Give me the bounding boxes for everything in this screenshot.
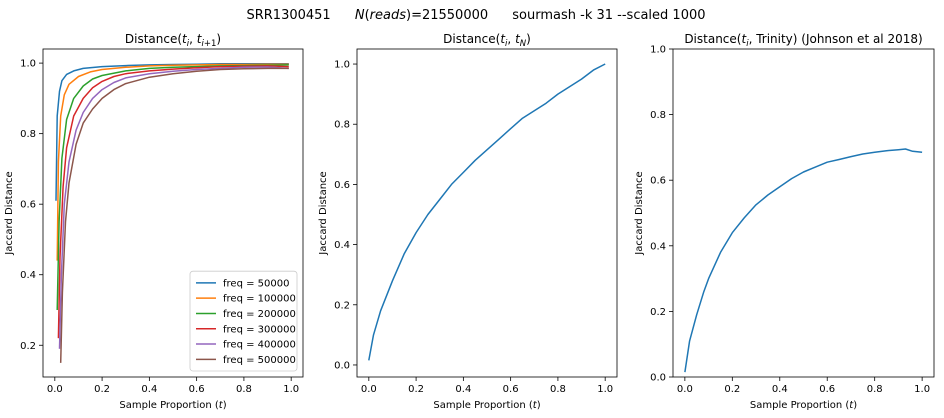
legend-entry: freq = 100000 [223, 294, 296, 305]
series-line-0 [55, 63, 289, 201]
y-tick-label: 0.6 [650, 176, 666, 187]
x-tick-label: 1.0 [283, 384, 299, 395]
y-tick-label: 0.4 [20, 270, 36, 281]
x-tick-label: 0.4 [141, 384, 157, 395]
x-tick-label: 0.8 [236, 384, 252, 395]
y-tick-label: 0.6 [334, 180, 350, 191]
series-line-0 [684, 148, 923, 373]
axes-frame [672, 48, 935, 378]
x-tick-label: 1.0 [597, 384, 613, 395]
x-tick-label: 0.4 [455, 384, 471, 395]
axes-frame [356, 48, 618, 378]
suptitle-nreads: N(reads)=21550000 [355, 8, 488, 23]
y-tick-label: 0.4 [334, 240, 350, 251]
panel-title: Distance(ti, tN) [443, 32, 531, 49]
x-tick-label: 0.2 [724, 384, 740, 395]
x-tick-label: 0.4 [772, 384, 788, 395]
x-tick-label: 0.0 [47, 384, 63, 395]
y-tick-label: 1.0 [20, 59, 36, 70]
series-line-0 [368, 63, 606, 361]
y-axis-label: Jaccard Distance [634, 171, 645, 255]
y-tick-label: 0.8 [334, 120, 350, 131]
x-tick-label: 0.6 [819, 384, 835, 395]
x-tick-label: 0.6 [189, 384, 205, 395]
legend-entry: freq = 50000 [223, 278, 289, 289]
y-tick-label: 1.0 [334, 60, 350, 71]
series-line-1 [56, 63, 289, 261]
legend: freq = 50000 freq = 100000 freq = 200000 fr… [189, 270, 298, 372]
panel-final-distance: Distance(ti, tN) 0.0 0.2 0.4 0.6 0.8 1.0 0.0 0.2… [318, 32, 618, 411]
series-line-4 [58, 66, 289, 349]
legend-entry: freq = 500000 [223, 355, 296, 366]
x-tick-label: 0.2 [94, 384, 110, 395]
x-tick-label: 0.0 [677, 384, 693, 395]
x-tick-label: 0.8 [550, 384, 566, 395]
y-tick-label: 0.6 [20, 200, 36, 211]
y-tick-label: 0.0 [650, 373, 666, 384]
legend-entry: freq = 200000 [223, 309, 296, 320]
x-tick-label: 0.0 [361, 384, 377, 395]
legend-box [189, 270, 298, 372]
x-tick-label: 0.6 [503, 384, 519, 395]
series-line-5 [59, 67, 289, 363]
legend-entry: freq = 400000 [223, 340, 296, 351]
y-axis-label: Jaccard Distance [4, 171, 15, 255]
x-tick-label: 1.0 [914, 384, 930, 395]
y-tick-label: 0.2 [20, 341, 36, 352]
x-axis-label: Sample Proportion (t) [750, 400, 857, 411]
panel-title: Distance(ti, Trinity) (Johnson et al 201… [684, 32, 922, 49]
y-tick-label: 0.8 [20, 129, 36, 140]
x-tick-label: 0.2 [408, 384, 424, 395]
x-axis-label: Sample Proportion (t) [433, 400, 540, 411]
suptitle-command: sourmash -k 31 --scaled 1000 [512, 8, 705, 23]
y-tick-label: 1.0 [650, 45, 666, 56]
y-tick-label: 0.4 [650, 241, 666, 252]
x-tick-label: 0.8 [867, 384, 883, 395]
y-tick-label: 0.2 [334, 300, 350, 311]
y-axis-label: Jaccard Distance [318, 171, 329, 255]
series-line-3 [57, 65, 289, 339]
y-tick-label: 0.2 [650, 307, 666, 318]
x-axis-label: Sample Proportion (t) [119, 400, 226, 411]
suptitle-accession: SRR1300451 [246, 8, 330, 23]
panel-title: Distance(ti, ti+1) [125, 32, 221, 49]
y-tick-label: 0.8 [650, 110, 666, 121]
legend-entry: freq = 300000 [223, 324, 296, 335]
panel-trinity-distance: Distance(ti, Trinity) (Johnson et al 201… [634, 32, 935, 411]
figure-suptitle: SRR1300451 N(reads)=21550000 sourmash -k… [246, 8, 705, 23]
axes-frame [42, 48, 304, 378]
y-tick-label: 0.0 [334, 360, 350, 371]
panel-consecutive-distance: Distance(ti, ti+1) 0.0 0.2 0.4 0.6 0.8 1.0 0.2 0… [4, 32, 304, 411]
